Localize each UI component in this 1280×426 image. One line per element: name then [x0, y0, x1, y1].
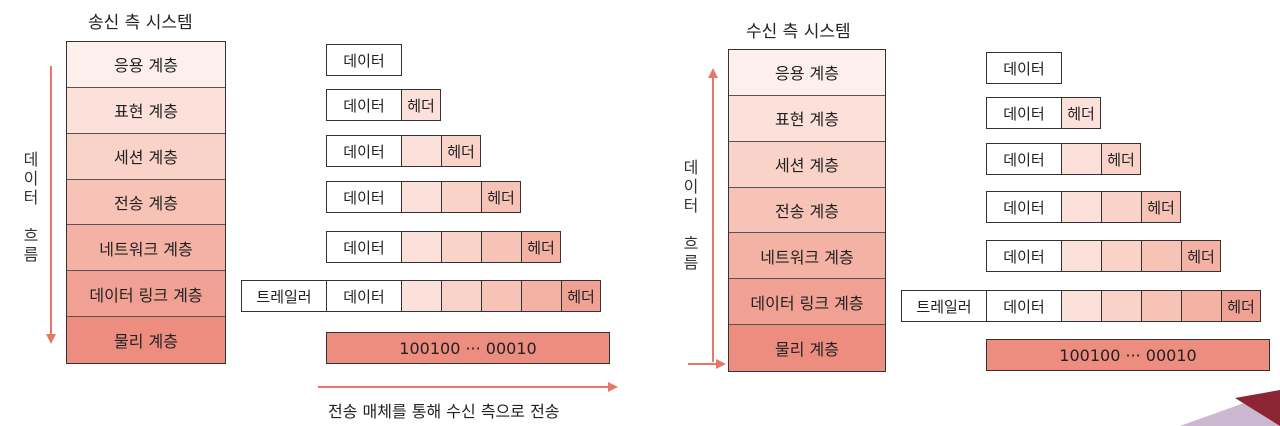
- sender-system-title: 송신 측 시스템: [88, 13, 193, 33]
- sender-layer-5: 데이터 링크 계층: [67, 271, 225, 318]
- sender-packet-row: 데이터 헤더: [326, 89, 441, 121]
- receiver-layer-4: 네트워크 계층: [729, 233, 885, 280]
- sender-packet-row: 데이터 헤더: [326, 135, 481, 167]
- receiver-header-cell: 헤더: [1061, 97, 1101, 129]
- sender-flow-char: 흐: [23, 226, 39, 245]
- sender-encapsulated-header-cell: [401, 135, 442, 167]
- receiver-encapsulated-header-cell: [1141, 290, 1182, 322]
- receiver-layer-1: 표현 계층: [729, 95, 885, 142]
- sender-data-cell: 데이터: [326, 181, 402, 213]
- receiver-flow-char: 흐: [683, 234, 699, 253]
- sender-packet-row: 트레일러 데이터 헤더: [241, 280, 601, 312]
- receiver-layer-stack: 응용 계층 표현 계층 세션 계층 전송 계층 네트워크 계층 데이터 링크 계층 물리 계…: [728, 49, 886, 372]
- sender-encapsulated-header-cell: [481, 280, 522, 312]
- receiver-encapsulated-header-cell: [1101, 290, 1142, 322]
- receiver-packet-row: 데이터 헤더: [986, 191, 1181, 223]
- receiver-layer-5: 데이터 링크 계층: [729, 279, 885, 326]
- sender-layer-stack: 응용 계층 표현 계층 세션 계층 전송 계층 네트워크 계층 데이터 링크 계층 물리 계…: [66, 41, 226, 364]
- sender-encapsulated-header-cell: [401, 280, 442, 312]
- receiver-layer-6: 물리 계층: [729, 325, 885, 371]
- receiver-data-cell: 데이터: [986, 143, 1062, 175]
- receiver-encapsulated-header-cell: [1061, 143, 1102, 175]
- receiver-encapsulated-header-cell: [1101, 191, 1142, 223]
- sender-header-cell: 헤더: [561, 280, 601, 312]
- sender-trailer-cell: 트레일러: [241, 280, 327, 312]
- sender-layer-0: 응용 계층: [67, 42, 225, 88]
- sender-data-cell: 데이터: [326, 231, 402, 263]
- receiver-encapsulated-header-cell: [1101, 240, 1142, 272]
- receiver-system-title: 수신 측 시스템: [746, 22, 851, 42]
- receiver-header-cell: 헤더: [1101, 143, 1141, 175]
- sender-data-cell: 데이터: [326, 44, 402, 76]
- receiver-packet-row: 데이터 헤더: [986, 143, 1141, 175]
- receiver-trailer-cell: 트레일러: [901, 290, 987, 322]
- receiver-header-cell: 헤더: [1181, 240, 1221, 272]
- sender-encapsulated-header-cell: [441, 181, 482, 213]
- receiver-flow-char: 데: [683, 158, 699, 177]
- sender-data-cell: 데이터: [326, 135, 402, 167]
- sender-layer-3: 전송 계층: [67, 179, 225, 226]
- sender-data-cell: 데이터: [326, 280, 402, 312]
- sender-packet-row: 데이터: [326, 44, 402, 76]
- receiver-layer-2: 세션 계층: [729, 141, 885, 188]
- sender-header-cell: 헤더: [521, 231, 561, 263]
- receiver-physical-bits: 100100 ··· 00010: [986, 339, 1270, 371]
- receiver-encapsulated-header-cell: [1061, 240, 1102, 272]
- receiver-flow-char: 터: [683, 196, 699, 215]
- sender-flow-char: 이: [23, 169, 39, 188]
- receiver-packet-row: 트레일러 데이터 헤더: [901, 290, 1261, 322]
- receiver-packet-row: 데이터: [986, 52, 1062, 84]
- sender-header-cell: 헤더: [401, 89, 441, 121]
- receiver-flow-char: 름: [683, 253, 699, 272]
- sender-encapsulated-header-cell: [441, 231, 482, 263]
- receiver-data-cell: 데이터: [986, 52, 1062, 84]
- receiver-data-cell: 데이터: [986, 191, 1062, 223]
- sender-layer-6: 물리 계층: [67, 317, 225, 363]
- corner-decoration: [1180, 390, 1280, 426]
- receiver-flow-char: 이: [683, 177, 699, 196]
- sender-flow-char: 터: [23, 188, 39, 207]
- sender-layer-4: 네트워크 계층: [67, 225, 225, 272]
- sender-flow-char: 름: [23, 245, 39, 264]
- sender-encapsulated-header-cell: [401, 231, 442, 263]
- sender-header-cell: 헤더: [441, 135, 481, 167]
- sender-packet-row: 데이터 헤더: [326, 231, 561, 263]
- receiver-encapsulated-header-cell: [1061, 191, 1102, 223]
- sender-data-cell: 데이터: [326, 89, 402, 121]
- receiver-encapsulated-header-cell: [1141, 240, 1182, 272]
- sender-packet-row: 데이터 헤더: [326, 181, 521, 213]
- receiver-layer-3: 전송 계층: [729, 187, 885, 234]
- receiver-header-cell: 헤더: [1141, 191, 1181, 223]
- sender-layer-1: 표현 계층: [67, 87, 225, 134]
- receiver-header-cell: 헤더: [1221, 290, 1261, 322]
- receiver-layer-0: 응용 계층: [729, 50, 885, 96]
- transmission-caption: 전송 매체를 통해 수신 측으로 전송: [328, 402, 560, 421]
- receiver-packet-row: 데이터 헤더: [986, 97, 1101, 129]
- sender-layer-2: 세션 계층: [67, 133, 225, 180]
- sender-flow-char: 데: [23, 150, 39, 169]
- sender-physical-bits: 100100 ··· 00010: [326, 332, 610, 364]
- sender-header-cell: 헤더: [481, 181, 521, 213]
- receiver-packet-row: 데이터 헤더: [986, 240, 1221, 272]
